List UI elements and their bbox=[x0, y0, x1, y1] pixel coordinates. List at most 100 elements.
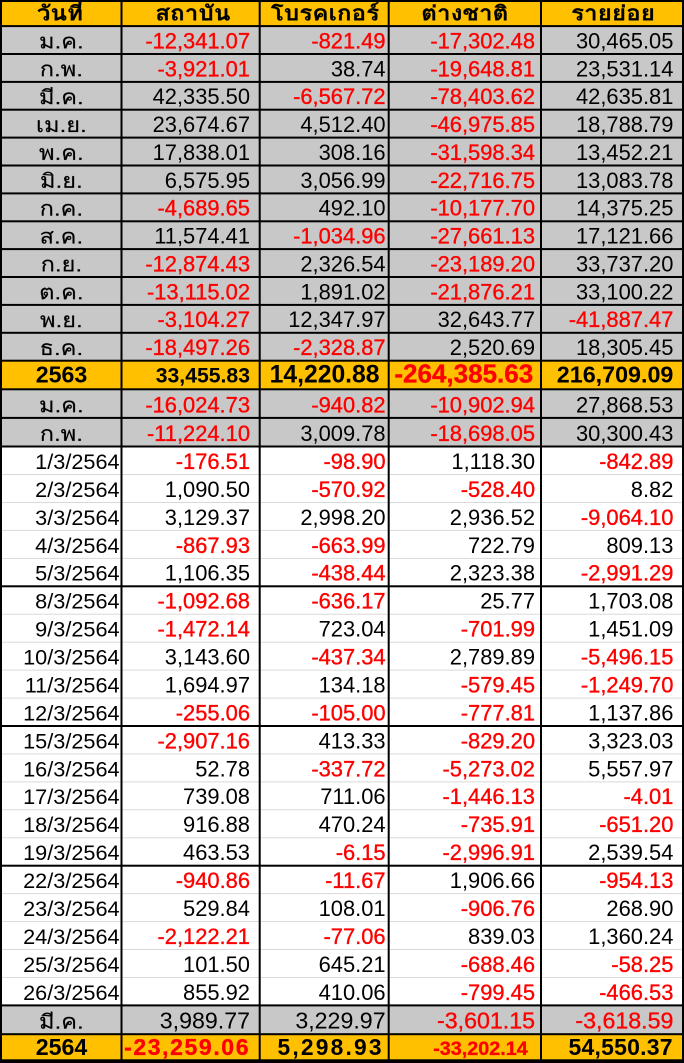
svg-text:32,643.77: 32,643.77 bbox=[438, 307, 535, 332]
svg-text:16/3/2564: 16/3/2564 bbox=[23, 756, 119, 781]
svg-text:-33,202.14: -33,202.14 bbox=[433, 1038, 528, 1060]
svg-text:1,694.97: 1,694.97 bbox=[165, 673, 250, 698]
svg-text:1,118.30: 1,118.30 bbox=[451, 449, 535, 474]
svg-text:-5,273.02: -5,273.02 bbox=[442, 756, 535, 781]
svg-text:855.92: 855.92 bbox=[183, 980, 250, 1005]
svg-text:12/3/2564: 12/3/2564 bbox=[23, 700, 119, 725]
svg-text:2563: 2563 bbox=[36, 362, 88, 388]
svg-text:2564: 2564 bbox=[36, 1034, 88, 1060]
svg-text:25/3/2564: 25/3/2564 bbox=[23, 952, 119, 977]
svg-text:23/3/2564: 23/3/2564 bbox=[23, 896, 119, 921]
svg-text:916.88: 916.88 bbox=[183, 812, 250, 837]
svg-text:-735.91: -735.91 bbox=[461, 812, 535, 837]
svg-text:3,056.99: 3,056.99 bbox=[300, 168, 385, 193]
svg-text:9/3/2564: 9/3/2564 bbox=[35, 617, 119, 642]
svg-text:-17,302.48: -17,302.48 bbox=[430, 28, 535, 53]
svg-text:-3,921.01: -3,921.01 bbox=[157, 56, 250, 81]
svg-text:3,009.78: 3,009.78 bbox=[300, 421, 385, 446]
svg-text:-688.46: -688.46 bbox=[461, 952, 535, 977]
svg-text:3,989.77: 3,989.77 bbox=[160, 1008, 250, 1034]
svg-text:-940.86: -940.86 bbox=[176, 868, 250, 893]
svg-text:6,575.95: 6,575.95 bbox=[165, 168, 250, 193]
svg-text:-22,716.75: -22,716.75 bbox=[430, 168, 535, 193]
svg-text:15/3/2564: 15/3/2564 bbox=[23, 728, 119, 753]
svg-text:413.33: 413.33 bbox=[319, 728, 386, 753]
svg-text:-3,618.59: -3,618.59 bbox=[575, 1008, 673, 1034]
svg-text:108.01: 108.01 bbox=[319, 896, 386, 921]
svg-text:-31,598.34: -31,598.34 bbox=[430, 140, 535, 165]
svg-text:-437.34: -437.34 bbox=[311, 645, 385, 670]
svg-text:33,455.83: 33,455.83 bbox=[156, 365, 250, 388]
svg-text:-6,567.72: -6,567.72 bbox=[293, 84, 386, 109]
svg-text:-2,907.16: -2,907.16 bbox=[157, 728, 250, 753]
svg-text:463.53: 463.53 bbox=[183, 840, 250, 865]
svg-text:42,635.81: 42,635.81 bbox=[576, 84, 673, 109]
svg-text:-13,115.02: -13,115.02 bbox=[147, 279, 250, 304]
svg-text:-11.67: -11.67 bbox=[325, 868, 385, 893]
svg-text:-663.99: -663.99 bbox=[311, 533, 385, 558]
svg-text:-636.17: -636.17 bbox=[311, 589, 385, 614]
svg-text:13,083.78: 13,083.78 bbox=[576, 168, 673, 193]
svg-text:1,106.35: 1,106.35 bbox=[165, 561, 250, 586]
svg-text:-777.81: -777.81 bbox=[461, 700, 535, 725]
svg-text:-255.06: -255.06 bbox=[176, 700, 250, 725]
svg-text:-18,698.05: -18,698.05 bbox=[430, 421, 535, 446]
svg-text:-821.49: -821.49 bbox=[311, 28, 385, 53]
svg-text:30,465.05: 30,465.05 bbox=[576, 28, 673, 53]
svg-text:3,229.97: 3,229.97 bbox=[295, 1008, 385, 1034]
svg-text:-2,328.87: -2,328.87 bbox=[293, 335, 386, 360]
svg-text:13,452.21: 13,452.21 bbox=[576, 140, 673, 165]
svg-text:1,090.50: 1,090.50 bbox=[165, 477, 250, 502]
svg-text:-954.13: -954.13 bbox=[599, 868, 673, 893]
svg-text:3/3/2564: 3/3/2564 bbox=[35, 505, 119, 530]
svg-text:27,868.53: 27,868.53 bbox=[576, 392, 673, 417]
svg-text:-842.89: -842.89 bbox=[599, 449, 673, 474]
svg-text:33,737.20: 33,737.20 bbox=[576, 251, 673, 276]
svg-text:-2,122.21: -2,122.21 bbox=[157, 924, 250, 949]
svg-text:2,323.38: 2,323.38 bbox=[450, 561, 535, 586]
svg-text:-867.93: -867.93 bbox=[176, 533, 250, 558]
svg-text:-46,975.85: -46,975.85 bbox=[430, 112, 535, 137]
svg-text:14,220.88: 14,220.88 bbox=[270, 362, 380, 389]
svg-text:410.06: 410.06 bbox=[319, 980, 386, 1005]
svg-text:2,539.54: 2,539.54 bbox=[588, 840, 673, 865]
svg-text:722.79: 722.79 bbox=[468, 533, 535, 558]
svg-text:-18,497.26: -18,497.26 bbox=[145, 335, 250, 360]
svg-text:-829.20: -829.20 bbox=[461, 728, 535, 753]
svg-text:-1,472.14: -1,472.14 bbox=[157, 617, 250, 642]
svg-text:54,550.37: 54,550.37 bbox=[569, 1034, 673, 1060]
svg-text:-4,689.65: -4,689.65 bbox=[157, 196, 250, 221]
svg-text:-1,249.70: -1,249.70 bbox=[581, 673, 674, 698]
svg-text:23,531.14: 23,531.14 bbox=[576, 56, 673, 81]
svg-text:-579.45: -579.45 bbox=[461, 673, 535, 698]
svg-text:23,674.67: 23,674.67 bbox=[153, 112, 250, 137]
svg-text:-27,661.13: -27,661.13 bbox=[430, 224, 535, 249]
svg-text:33,100.22: 33,100.22 bbox=[576, 279, 673, 304]
svg-text:1,906.66: 1,906.66 bbox=[450, 868, 535, 893]
svg-text:-5,496.15: -5,496.15 bbox=[581, 645, 674, 670]
svg-text:19/3/2564: 19/3/2564 bbox=[23, 840, 119, 865]
svg-text:308.16: 308.16 bbox=[319, 140, 386, 165]
svg-text:1,703.08: 1,703.08 bbox=[588, 589, 673, 614]
svg-text:11,574.41: 11,574.41 bbox=[154, 224, 250, 249]
svg-text:-105.00: -105.00 bbox=[311, 700, 385, 725]
svg-text:-10,902.94: -10,902.94 bbox=[430, 392, 535, 417]
svg-text:3,323.03: 3,323.03 bbox=[588, 728, 673, 753]
svg-text:2,789.89: 2,789.89 bbox=[450, 645, 535, 670]
svg-text:-3,601.15: -3,601.15 bbox=[437, 1008, 535, 1034]
svg-text:12,347.97: 12,347.97 bbox=[288, 307, 385, 332]
svg-text:5/3/2564: 5/3/2564 bbox=[35, 561, 119, 586]
svg-text:30,300.43: 30,300.43 bbox=[576, 421, 673, 446]
svg-text:2,936.52: 2,936.52 bbox=[450, 505, 535, 530]
svg-text:-16,024.73: -16,024.73 bbox=[145, 392, 250, 417]
svg-text:839.03: 839.03 bbox=[468, 924, 535, 949]
svg-text:1,891.02: 1,891.02 bbox=[300, 279, 385, 304]
svg-text:-10,177.70: -10,177.70 bbox=[430, 196, 535, 221]
svg-text:4,512.40: 4,512.40 bbox=[300, 112, 385, 137]
svg-text:-4.01: -4.01 bbox=[623, 784, 673, 809]
svg-text:-264,385.63: -264,385.63 bbox=[394, 359, 533, 389]
svg-text:-528.40: -528.40 bbox=[461, 477, 535, 502]
svg-text:11/3/2564: 11/3/2564 bbox=[25, 673, 120, 698]
svg-text:809.13: 809.13 bbox=[606, 533, 673, 558]
svg-text:529.84: 529.84 bbox=[183, 896, 250, 921]
